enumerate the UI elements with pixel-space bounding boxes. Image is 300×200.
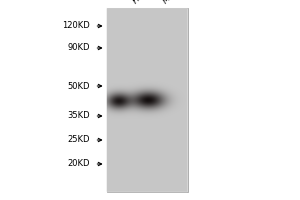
Text: MCF-7: MCF-7	[160, 0, 186, 5]
Text: Hela: Hela	[130, 0, 151, 5]
Text: 35KD: 35KD	[68, 112, 90, 120]
Bar	[106, 8, 188, 192]
Text: 50KD: 50KD	[68, 82, 90, 90]
Text: 120KD: 120KD	[62, 21, 90, 30]
Text: 90KD: 90KD	[68, 44, 90, 52]
Text: 20KD: 20KD	[68, 160, 90, 168]
Text: 25KD: 25KD	[68, 136, 90, 144]
